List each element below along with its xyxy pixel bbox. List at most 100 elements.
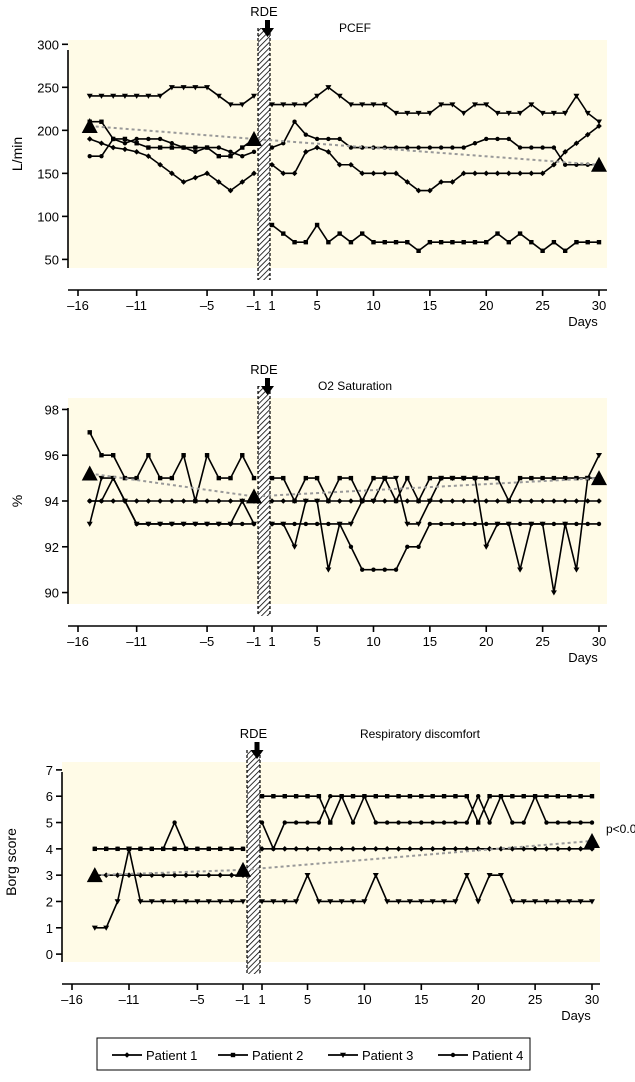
data-point bbox=[183, 846, 189, 852]
data-point bbox=[596, 119, 602, 125]
data-point bbox=[517, 110, 524, 117]
data-point bbox=[555, 794, 561, 799]
data-point bbox=[315, 899, 322, 905]
data-point bbox=[430, 794, 435, 799]
data-point bbox=[281, 141, 286, 146]
data-point bbox=[350, 820, 356, 825]
chart-title: Respiratory discomfort bbox=[360, 727, 481, 741]
data-point bbox=[461, 521, 466, 527]
y-tick-label: 100 bbox=[37, 209, 59, 224]
data-point bbox=[578, 794, 583, 799]
data-point bbox=[314, 498, 321, 504]
data-point bbox=[578, 820, 583, 825]
data-point bbox=[183, 899, 189, 905]
data-point bbox=[240, 153, 245, 159]
data-point bbox=[415, 110, 422, 117]
x-tick-label: –1 bbox=[247, 634, 261, 649]
data-point bbox=[280, 102, 287, 108]
data-point bbox=[540, 248, 545, 253]
data-point bbox=[426, 498, 433, 504]
data-point bbox=[359, 102, 366, 108]
data-point bbox=[471, 102, 478, 108]
data-point bbox=[339, 794, 344, 799]
data-point bbox=[370, 498, 377, 504]
series-3 bbox=[91, 846, 595, 931]
data-point bbox=[282, 820, 287, 825]
data-point bbox=[239, 102, 246, 108]
data-point bbox=[204, 453, 210, 458]
data-point bbox=[169, 145, 175, 150]
data-point bbox=[229, 846, 234, 852]
x-tick-label: 25 bbox=[535, 298, 549, 313]
data-point bbox=[269, 161, 275, 168]
data-point bbox=[551, 475, 557, 481]
series-line bbox=[94, 848, 243, 929]
data-point bbox=[438, 239, 444, 245]
data-point bbox=[472, 521, 478, 527]
data-point bbox=[281, 521, 286, 527]
data-point bbox=[348, 475, 354, 481]
data-point bbox=[181, 521, 186, 527]
data-point bbox=[529, 145, 534, 150]
data-point bbox=[110, 93, 117, 99]
series-4 bbox=[87, 119, 602, 167]
data-point bbox=[498, 794, 504, 799]
data-point bbox=[194, 872, 201, 878]
y-axis-label: Borg score bbox=[3, 828, 19, 896]
data-point bbox=[521, 794, 526, 799]
data-point bbox=[551, 498, 557, 504]
data-point bbox=[328, 794, 333, 799]
significance-annotation: p<0.05 bbox=[606, 822, 635, 836]
data-point bbox=[517, 567, 524, 573]
data-point bbox=[228, 475, 233, 481]
data-point bbox=[216, 475, 221, 481]
data-point bbox=[114, 899, 121, 905]
data-point bbox=[338, 899, 345, 905]
x-tick-label: 1 bbox=[268, 634, 275, 649]
data-point bbox=[405, 475, 410, 481]
x-tick-label: 5 bbox=[313, 298, 320, 313]
data-point bbox=[148, 899, 155, 905]
data-point bbox=[505, 170, 512, 177]
legend-label: Patient 1 bbox=[146, 1048, 197, 1063]
data-point bbox=[316, 820, 322, 825]
data-point bbox=[206, 846, 211, 852]
data-point bbox=[405, 544, 410, 549]
data-point bbox=[495, 475, 500, 481]
x-tick-label: –5 bbox=[200, 634, 214, 649]
data-point bbox=[441, 820, 447, 825]
data-point bbox=[418, 899, 425, 905]
data-point bbox=[336, 498, 343, 504]
data-point bbox=[382, 567, 387, 572]
data-point bbox=[149, 846, 154, 852]
data-point bbox=[472, 170, 478, 177]
data-point bbox=[393, 110, 400, 117]
data-point bbox=[303, 521, 309, 527]
data-point bbox=[325, 567, 332, 573]
intervention-label: RDE bbox=[250, 362, 278, 377]
data-point bbox=[240, 453, 245, 458]
data-point bbox=[216, 179, 222, 185]
data-point bbox=[160, 899, 167, 905]
data-point bbox=[393, 567, 399, 572]
data-point bbox=[517, 231, 523, 236]
data-point bbox=[373, 794, 378, 799]
data-point bbox=[483, 102, 490, 108]
data-point bbox=[192, 85, 199, 91]
data-point bbox=[280, 170, 287, 177]
data-point bbox=[280, 498, 287, 504]
data-point bbox=[303, 475, 309, 481]
data-point bbox=[543, 899, 550, 905]
data-point bbox=[171, 899, 178, 905]
data-point bbox=[551, 239, 557, 245]
data-point bbox=[450, 145, 455, 150]
legend-label: Patient 2 bbox=[252, 1048, 303, 1063]
y-tick-label: 0 bbox=[46, 947, 53, 962]
data-point bbox=[562, 248, 568, 253]
data-point bbox=[419, 794, 424, 799]
data-point bbox=[169, 521, 175, 527]
data-point bbox=[395, 846, 402, 852]
data-point bbox=[487, 820, 492, 825]
data-point bbox=[338, 846, 345, 852]
data-point bbox=[589, 820, 595, 825]
